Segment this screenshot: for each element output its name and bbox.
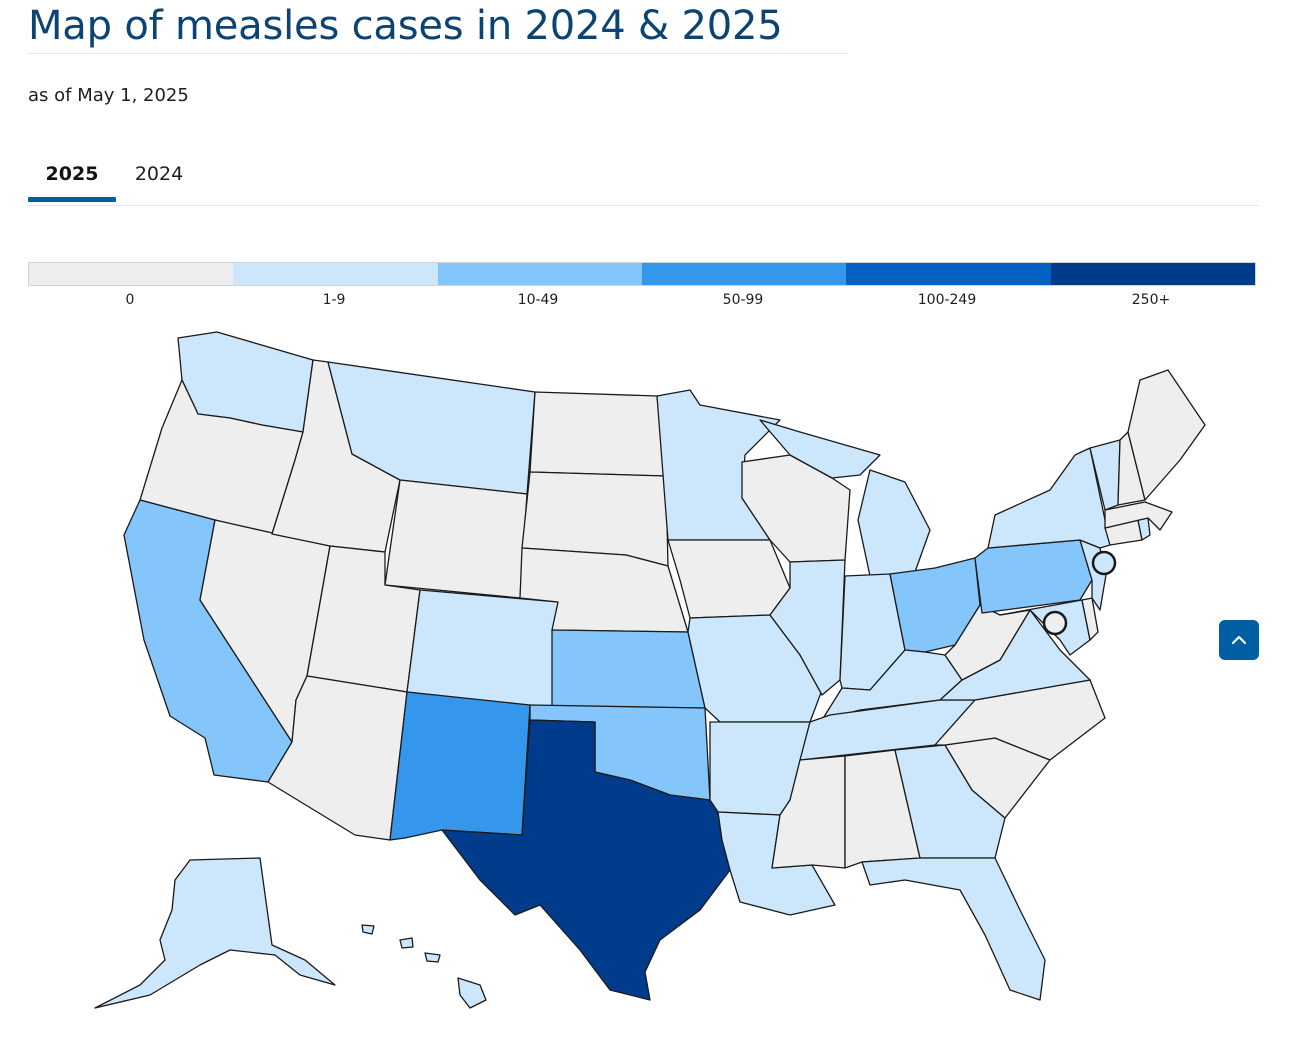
legend-swatch-0 [29, 263, 234, 285]
tab-2024[interactable]: 2024 [134, 163, 184, 185]
legend-label-1-9: 1-9 [322, 292, 346, 308]
page-title: Map of measles cases in 2024 & 2025 [28, 3, 783, 49]
legend-swatch-100-249 [846, 263, 1051, 285]
legend-label-50-99: 50-99 [722, 292, 764, 308]
legend-label-10-49: 10-49 [517, 292, 559, 308]
year-tabs: 2025 2024 [28, 150, 1259, 206]
state-massachusetts[interactable] [1104, 501, 1173, 531]
legend-label-0: 0 [125, 292, 135, 308]
chevron-up-icon [1231, 635, 1247, 645]
back-to-top-button[interactable] [1219, 620, 1259, 660]
tab-2025[interactable]: 2025 [28, 150, 116, 202]
legend-swatch-250-plus [1050, 263, 1255, 285]
state-colorado[interactable] [406, 589, 559, 709]
legend-label-250-plus: 250+ [1131, 292, 1171, 308]
map-legend: 0 1-9 10-49 50-99 100-249 250+ [28, 262, 1256, 322]
state-delaware[interactable] [1081, 597, 1099, 641]
state-new-mexico[interactable] [389, 691, 531, 841]
legend-swatch-50-99 [641, 263, 847, 285]
state-kansas[interactable] [551, 629, 706, 709]
legend-swatch-10-49 [437, 263, 642, 285]
state-iowa[interactable] [667, 539, 791, 619]
state-wyoming[interactable] [384, 479, 528, 599]
state-florida[interactable] [861, 857, 1046, 1001]
us-measles-map [0, 320, 1292, 1040]
legend-swatch-1-9 [233, 263, 438, 285]
marker-new-york-city[interactable] [1091, 550, 1117, 576]
marker-washington-dc[interactable] [1042, 610, 1068, 636]
state-north-dakota[interactable] [529, 391, 667, 477]
legend-label-100-249: 100-249 [917, 292, 977, 308]
title-divider [28, 53, 848, 54]
state-texas[interactable] [441, 719, 731, 1001]
state-maine[interactable] [1127, 369, 1206, 501]
us-map-svg [94, 331, 1206, 1009]
legend-color-bar [28, 262, 1256, 286]
as-of-date: as of May 1, 2025 [28, 85, 189, 106]
state-alaska[interactable] [94, 857, 336, 1009]
state-hawaii[interactable] [361, 924, 487, 1009]
state-new-york[interactable] [987, 447, 1111, 549]
